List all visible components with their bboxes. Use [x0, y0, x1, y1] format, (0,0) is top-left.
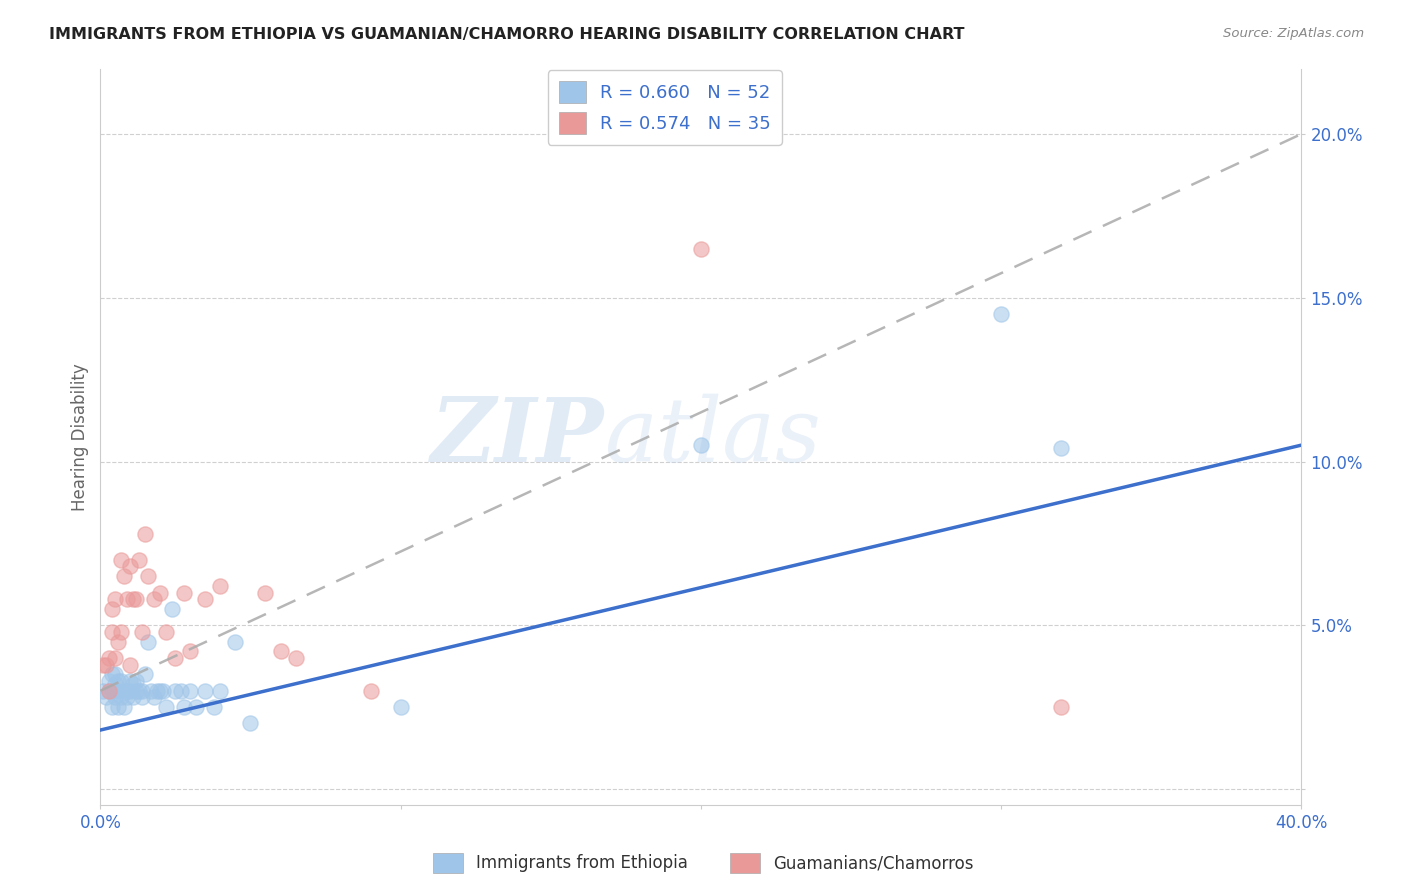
- Point: [112, 683, 135, 698]
- Point: [110, 673, 132, 688]
- Point: [110, 690, 132, 705]
- Point: [98, 683, 121, 698]
- Point: [131, 690, 153, 705]
- Point: [143, 690, 166, 705]
- Point: [101, 683, 124, 698]
- Point: [239, 716, 262, 731]
- Point: [689, 242, 711, 256]
- Point: [194, 683, 217, 698]
- Point: [110, 553, 132, 567]
- Point: [107, 634, 129, 648]
- Point: [128, 683, 150, 698]
- Point: [101, 624, 124, 639]
- Point: [990, 307, 1012, 321]
- Point: [122, 677, 145, 691]
- Point: [93, 657, 115, 672]
- Point: [170, 683, 193, 698]
- Point: [284, 651, 307, 665]
- Point: [96, 657, 118, 672]
- Point: [101, 602, 124, 616]
- Point: [125, 592, 148, 607]
- Point: [209, 579, 232, 593]
- Point: [112, 569, 135, 583]
- Point: [360, 683, 382, 698]
- Point: [122, 690, 145, 705]
- Point: [1050, 700, 1073, 714]
- Point: [96, 690, 118, 705]
- Point: [224, 634, 246, 648]
- Point: [104, 592, 127, 607]
- Point: [98, 673, 121, 688]
- Point: [120, 657, 142, 672]
- Point: [125, 683, 148, 698]
- Point: [112, 700, 135, 714]
- Legend: R = 0.660   N = 52, R = 0.574   N = 35: R = 0.660 N = 52, R = 0.574 N = 35: [548, 70, 782, 145]
- Point: [165, 683, 187, 698]
- Point: [134, 526, 156, 541]
- Point: [104, 667, 127, 681]
- Text: Source: ZipAtlas.com: Source: ZipAtlas.com: [1223, 27, 1364, 40]
- Text: IMMIGRANTS FROM ETHIOPIA VS GUAMANIAN/CHAMORRO HEARING DISABILITY CORRELATION CH: IMMIGRANTS FROM ETHIOPIA VS GUAMANIAN/CH…: [49, 27, 965, 42]
- Point: [128, 553, 150, 567]
- Point: [131, 624, 153, 639]
- Point: [104, 690, 127, 705]
- Point: [138, 569, 160, 583]
- Point: [209, 683, 232, 698]
- Point: [98, 651, 121, 665]
- Point: [120, 559, 142, 574]
- Point: [254, 585, 277, 599]
- Point: [138, 634, 160, 648]
- Point: [179, 644, 201, 658]
- Point: [149, 585, 172, 599]
- Text: atlas: atlas: [605, 393, 821, 481]
- Point: [101, 700, 124, 714]
- Point: [104, 677, 127, 691]
- Point: [194, 592, 217, 607]
- Point: [146, 683, 169, 698]
- Point: [104, 651, 127, 665]
- Point: [120, 683, 142, 698]
- Point: [186, 700, 208, 714]
- Point: [155, 624, 177, 639]
- Point: [270, 644, 292, 658]
- Y-axis label: Hearing Disability: Hearing Disability: [72, 363, 89, 511]
- Point: [179, 683, 201, 698]
- Text: ZIP: ZIP: [432, 393, 605, 480]
- Point: [149, 683, 172, 698]
- Point: [204, 700, 226, 714]
- Point: [104, 683, 127, 698]
- Point: [120, 673, 142, 688]
- Point: [110, 624, 132, 639]
- Point: [173, 700, 195, 714]
- Point: [165, 651, 187, 665]
- Point: [131, 683, 153, 698]
- Point: [107, 700, 129, 714]
- Point: [117, 690, 139, 705]
- Point: [689, 438, 711, 452]
- Point: [162, 602, 184, 616]
- Point: [125, 673, 148, 688]
- Point: [389, 700, 412, 714]
- Point: [101, 667, 124, 681]
- Point: [117, 592, 139, 607]
- Point: [143, 592, 166, 607]
- Legend: Immigrants from Ethiopia, Guamanians/Chamorros: Immigrants from Ethiopia, Guamanians/Cha…: [426, 847, 980, 880]
- Point: [1050, 442, 1073, 456]
- Point: [152, 683, 174, 698]
- Point: [173, 585, 195, 599]
- Point: [93, 683, 115, 698]
- Point: [98, 683, 121, 698]
- Point: [122, 592, 145, 607]
- Point: [107, 673, 129, 688]
- Point: [117, 683, 139, 698]
- Point: [107, 683, 129, 698]
- Point: [134, 667, 156, 681]
- Point: [155, 700, 177, 714]
- Point: [141, 683, 163, 698]
